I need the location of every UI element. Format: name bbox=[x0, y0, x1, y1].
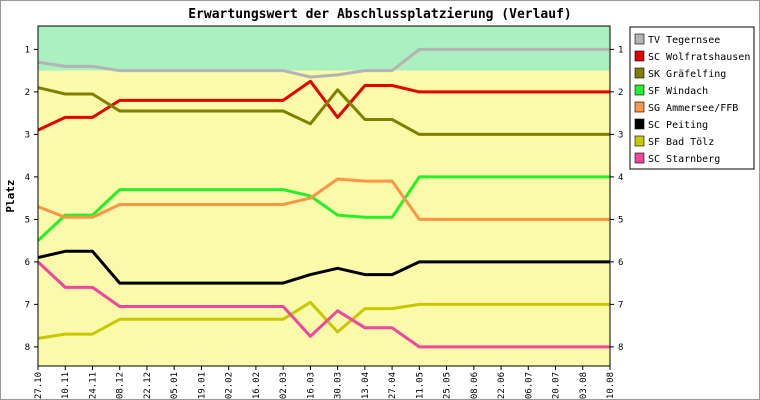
series-line-3 bbox=[37, 86, 610, 136]
series-line-4 bbox=[36, 175, 610, 242]
x-tick-label: 02.03 bbox=[279, 372, 289, 399]
x-tick-label: 16.02 bbox=[252, 372, 262, 399]
legend-swatch bbox=[634, 50, 645, 62]
x-tick-label: 27.04 bbox=[388, 372, 398, 399]
y-tick-label-left: 6 bbox=[25, 258, 30, 268]
y-tick-label-left: 2 bbox=[25, 88, 30, 98]
x-tick-label: 24.11 bbox=[88, 372, 98, 399]
series-line-5 bbox=[37, 177, 610, 221]
y-tick-label-right: 7 bbox=[618, 300, 623, 310]
x-tick-label: 19.01 bbox=[197, 372, 207, 399]
legend-label: SC Wolfratshausen bbox=[648, 52, 750, 63]
chart-title: Erwartungswert der Abschlussplatzierung … bbox=[188, 7, 572, 22]
y-axis-ticks: 1 1 2 2 3 3 4 4 5 5 6 6 7 7 8 8 bbox=[25, 45, 624, 353]
legend-label: SG Ammersee/FFB bbox=[648, 103, 738, 114]
legend-swatch bbox=[634, 135, 645, 147]
y-tick-label-right: 1 bbox=[618, 45, 623, 55]
x-tick-label: 10.08 bbox=[606, 372, 616, 399]
legend-label: TV Tegernsee bbox=[648, 35, 720, 46]
x-tick-label: 27.10 bbox=[34, 372, 44, 399]
series-line-1 bbox=[37, 47, 610, 79]
x-tick-label: 25.05 bbox=[443, 372, 453, 399]
x-tick-label: 05.01 bbox=[170, 372, 180, 399]
plot-border bbox=[37, 25, 611, 367]
legend: TV Tegernsee SC Wolfratshausen SK Gräfelfi… bbox=[634, 33, 750, 165]
y-tick-label-right: 4 bbox=[618, 173, 623, 183]
legend-label: SF Bad Tölz bbox=[648, 137, 714, 148]
x-tick-label: 08.06 bbox=[470, 372, 480, 399]
y-tick-label-left: 3 bbox=[25, 130, 30, 140]
y-tick-label-right: 5 bbox=[618, 215, 623, 225]
series-line-7 bbox=[37, 300, 610, 340]
x-tick-label: 16.03 bbox=[306, 372, 316, 399]
x-tick-label: 03.08 bbox=[579, 372, 589, 399]
y-axis-label: Platz bbox=[4, 179, 17, 212]
legend-label: SC Peiting bbox=[648, 120, 708, 131]
series-line-6 bbox=[37, 249, 610, 285]
x-tick-label: 22.12 bbox=[143, 372, 153, 399]
legend-swatch bbox=[634, 152, 645, 164]
x-tick-label: 20.07 bbox=[552, 372, 562, 399]
legend-label: SK Gräfelfing bbox=[648, 69, 726, 80]
x-tick-label: 08.12 bbox=[116, 372, 126, 399]
y-tick-label-right: 2 bbox=[618, 88, 623, 98]
y-tick-label-right: 3 bbox=[618, 130, 623, 140]
x-tick-label: 13.04 bbox=[361, 372, 371, 399]
series-line-8 bbox=[36, 260, 610, 349]
y-tick-label-left: 5 bbox=[25, 215, 30, 225]
legend-swatch bbox=[634, 84, 645, 96]
y-tick-label-left: 8 bbox=[25, 343, 30, 353]
series-line-2 bbox=[37, 79, 610, 132]
x-tick-label: 22.06 bbox=[497, 372, 507, 399]
legend-swatch bbox=[634, 118, 645, 130]
x-tick-label: 11.05 bbox=[415, 372, 425, 399]
x-tick-label: 02.02 bbox=[225, 372, 235, 399]
y-tick-label-left: 7 bbox=[25, 300, 30, 310]
y-tick-label-right: 6 bbox=[618, 258, 623, 268]
x-tick-label: 10.11 bbox=[61, 372, 71, 399]
y-tick-label-right: 8 bbox=[618, 343, 623, 353]
y-tick-label-left: 4 bbox=[25, 173, 30, 183]
x-tick-label: 30.03 bbox=[334, 372, 344, 399]
legend-swatch bbox=[634, 101, 645, 113]
legend-label: SF Windach bbox=[648, 86, 708, 97]
series-lines bbox=[36, 47, 610, 349]
legend-box bbox=[629, 26, 755, 170]
legend-label: SC Starnberg bbox=[648, 154, 720, 165]
x-axis-ticks: 27.10 10.11 24.11 08.12 22.12 05.01 19.01 02.02… bbox=[34, 366, 616, 399]
legend-swatch bbox=[634, 67, 645, 79]
y-tick-label-left: 1 bbox=[25, 45, 30, 55]
x-tick-label: 06.07 bbox=[524, 372, 534, 399]
legend-swatch bbox=[634, 33, 645, 45]
